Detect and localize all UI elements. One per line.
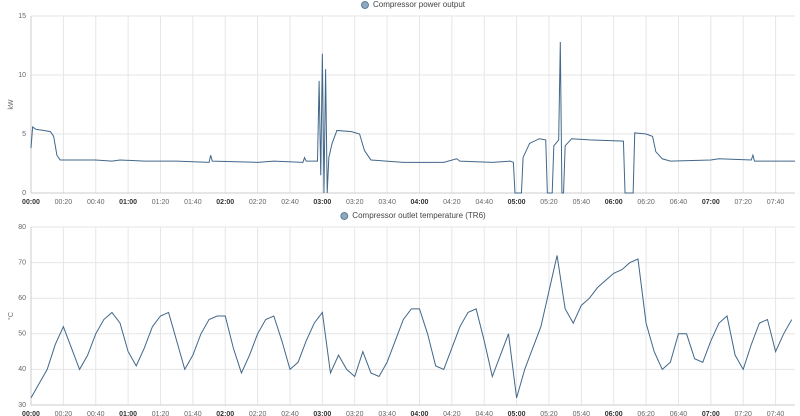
y-tick-label: 30 bbox=[18, 402, 26, 409]
x-tick-label: 05:40 bbox=[573, 411, 591, 416]
x-tick-label: 01:40 bbox=[184, 411, 202, 416]
y-tick-label: 5 bbox=[22, 131, 26, 138]
x-tick-label: 03:40 bbox=[378, 199, 396, 206]
x-tick-label: 02:20 bbox=[249, 199, 267, 206]
x-tick-label: 06:00 bbox=[605, 411, 623, 416]
x-tick-label: 03:20 bbox=[346, 199, 364, 206]
y-tick-label: 60 bbox=[18, 295, 26, 302]
x-tick-label: 04:40 bbox=[475, 199, 493, 206]
x-tick-label: 04:00 bbox=[411, 199, 429, 206]
x-tick-label: 05:40 bbox=[573, 199, 591, 206]
x-tick-label: 02:00 bbox=[216, 411, 234, 416]
y-axis-title: kW bbox=[8, 99, 15, 110]
x-tick-label: 01:00 bbox=[119, 411, 137, 416]
x-tick-label: 07:00 bbox=[702, 411, 720, 416]
y-tick-label: 10 bbox=[18, 72, 26, 79]
x-tick-label: 03:00 bbox=[313, 199, 331, 206]
y-tick-label: 50 bbox=[18, 331, 26, 338]
data-line bbox=[30, 41, 795, 194]
y-tick-label: 40 bbox=[18, 366, 26, 373]
x-tick-label: 00:40 bbox=[87, 411, 105, 416]
x-tick-label: 02:20 bbox=[249, 411, 267, 416]
x-tick-label: 03:20 bbox=[346, 411, 364, 416]
x-tick-label: 05:20 bbox=[540, 199, 558, 206]
x-tick-label: 04:40 bbox=[475, 411, 493, 416]
x-tick-label: 04:20 bbox=[443, 411, 461, 416]
x-tick-label: 06:40 bbox=[670, 199, 688, 206]
x-tick-label: 00:20 bbox=[55, 199, 73, 206]
legend-label: Compressor outlet temperature (TR6) bbox=[352, 211, 486, 220]
x-tick-label: 00:00 bbox=[22, 199, 40, 206]
y-tick-label: 70 bbox=[18, 259, 26, 266]
x-tick-label: 00:00 bbox=[22, 411, 40, 416]
x-tick-label: 02:40 bbox=[281, 411, 299, 416]
x-tick-label: 04:00 bbox=[411, 411, 429, 416]
x-tick-label: 05:20 bbox=[540, 411, 558, 416]
x-tick-label: 07:00 bbox=[702, 199, 720, 206]
x-tick-label: 04:20 bbox=[443, 199, 461, 206]
x-tick-label: 01:00 bbox=[119, 199, 137, 206]
x-tick-label: 03:40 bbox=[378, 411, 396, 416]
data-line bbox=[30, 255, 793, 399]
x-tick-label: 06:20 bbox=[637, 199, 655, 206]
x-tick-label: 05:00 bbox=[508, 411, 526, 416]
x-tick-label: 01:20 bbox=[152, 199, 170, 206]
x-tick-label: 06:00 bbox=[605, 199, 623, 206]
x-tick-label: 06:20 bbox=[637, 411, 655, 416]
x-tick-label: 01:40 bbox=[184, 199, 202, 206]
x-tick-label: 02:40 bbox=[281, 199, 299, 206]
x-tick-label: 05:00 bbox=[508, 199, 526, 206]
x-tick-label: 01:20 bbox=[152, 411, 170, 416]
x-tick-label: 02:00 bbox=[216, 199, 234, 206]
x-tick-label: 07:20 bbox=[734, 199, 752, 206]
y-tick-label: 80 bbox=[18, 224, 26, 231]
x-tick-label: 03:00 bbox=[313, 411, 331, 416]
x-tick-label: 07:40 bbox=[767, 411, 785, 416]
x-tick-label: 00:40 bbox=[87, 199, 105, 206]
x-tick-label: 00:20 bbox=[55, 411, 73, 416]
legend-marker bbox=[340, 212, 349, 220]
legend-label: Compressor power output bbox=[373, 0, 466, 9]
x-tick-label: 06:40 bbox=[670, 411, 688, 416]
x-tick-label: 07:40 bbox=[767, 199, 785, 206]
x-tick-label: 07:20 bbox=[734, 411, 752, 416]
legend-marker bbox=[361, 1, 369, 9]
y-tick-label: 0 bbox=[22, 190, 26, 197]
y-axis-title: °C bbox=[7, 312, 15, 320]
y-tick-label: 15 bbox=[18, 13, 26, 20]
